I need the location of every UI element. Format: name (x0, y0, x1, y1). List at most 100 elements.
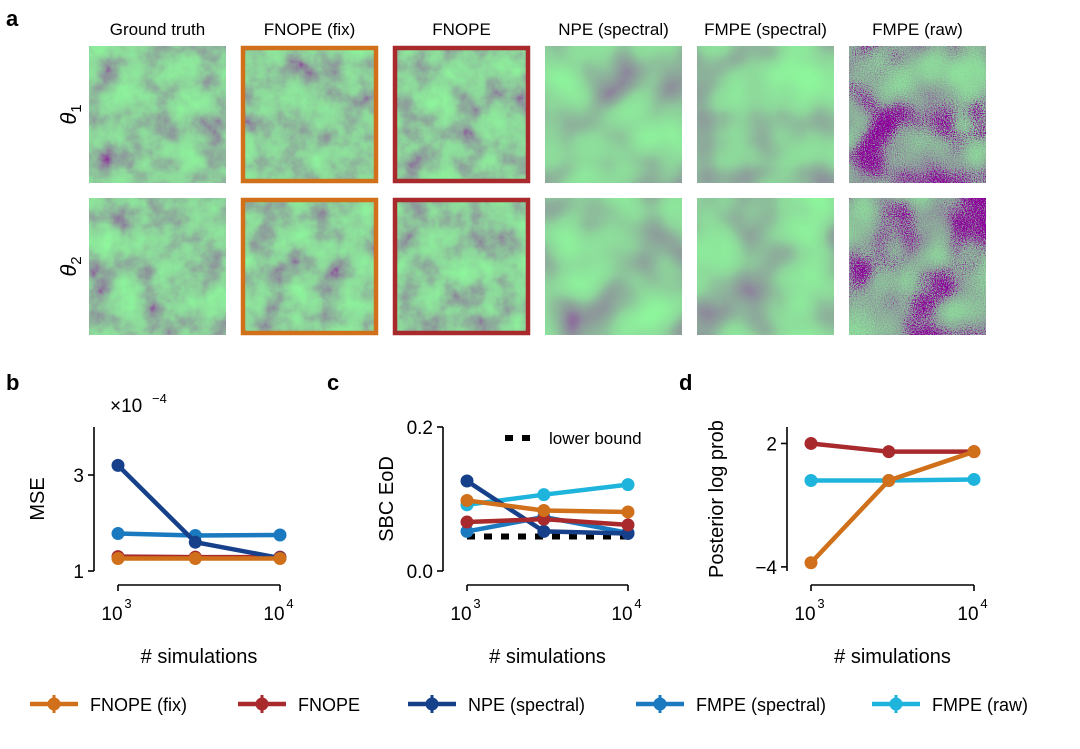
series-npe-spectral- (112, 459, 287, 565)
legend-label: FNOPE (fix) (90, 695, 187, 715)
column-title: NPE (spectral) (558, 20, 669, 39)
data-point (805, 437, 818, 450)
field-image (849, 198, 986, 335)
legend-label: FMPE (raw) (932, 695, 1028, 715)
x-axis-label: # simulations (834, 646, 951, 668)
field-pixels (241, 198, 378, 335)
field-pixels (393, 46, 530, 183)
data-point (461, 516, 474, 529)
data-point (112, 527, 125, 540)
data-point (882, 474, 895, 487)
data-point (882, 445, 895, 458)
data-point (189, 536, 202, 549)
field-pixels (697, 198, 834, 335)
y-axis-label: Posterior log prob (706, 420, 728, 578)
field-pixels (849, 198, 986, 335)
series-fnope-fix- (805, 445, 981, 569)
field-pixels (545, 198, 682, 335)
x-axis-label: # simulations (489, 646, 606, 668)
data-point (537, 525, 550, 538)
lower-bound-label: lower bound (549, 429, 642, 448)
legend-label: FNOPE (298, 695, 360, 715)
data-point (461, 494, 474, 507)
x-tick-label: 10 (263, 604, 284, 625)
x-axis-label: # simulations (141, 646, 258, 668)
y-tick-label: 0.0 (407, 562, 433, 583)
column-title: FMPE (raw) (872, 20, 963, 39)
field-image (697, 46, 834, 183)
column-title: FNOPE (fix) (264, 20, 356, 39)
data-point (622, 518, 635, 531)
x-tick-label: 10 (101, 604, 122, 625)
panel-letter-c: c (327, 370, 339, 395)
data-point (622, 478, 635, 491)
row-label-subscript: 2 (68, 256, 85, 264)
x-tick-exponent: 4 (634, 596, 641, 611)
field-image (545, 46, 682, 183)
panel-a: a Ground truth FNOPE (fix) FNOPE NPE (spectr… (6, 6, 986, 335)
series-fnope (805, 437, 981, 458)
legend-label: FMPE (spectral) (696, 695, 826, 715)
y-axis-label: SBC EoD (376, 456, 398, 542)
field-image (393, 198, 530, 335)
panel-letter-b: b (6, 370, 19, 395)
x-tick-label: 10 (450, 604, 471, 625)
x-tick-exponent: 3 (124, 596, 131, 611)
x-tick-label: 10 (957, 604, 978, 625)
legend-item: FNOPE (238, 695, 360, 715)
field-image (545, 198, 682, 335)
x-tick-exponent: 4 (980, 596, 987, 611)
x-tick-exponent: 4 (286, 596, 293, 611)
series-line (811, 452, 974, 563)
field-pixels (545, 46, 682, 183)
y-tick-label: 3 (73, 466, 84, 487)
y-axis-label: MSE (27, 477, 49, 520)
data-point (461, 475, 474, 488)
x-tick-label: 10 (611, 604, 632, 625)
x-tick-label: 10 (794, 604, 815, 625)
legend-item: FMPE (raw) (872, 695, 1028, 715)
legend-item: FNOPE (fix) (30, 695, 187, 715)
data-point (274, 552, 287, 565)
panel-letter-d: d (679, 370, 692, 395)
row-label-theta: θ1 (56, 104, 85, 124)
column-title: FMPE (spectral) (704, 20, 827, 39)
data-point (537, 488, 550, 501)
y-tick-label: 1 (73, 562, 84, 583)
y-tick-label: −4 (755, 558, 777, 579)
field-pixels (241, 46, 378, 183)
legend: FNOPE (fix) FNOPE NPE (spectral) FMPE (spec… (30, 695, 1028, 715)
x-tick-exponent: 3 (817, 596, 824, 611)
data-point (805, 474, 818, 487)
column-title: FNOPE (432, 20, 491, 39)
field-image (241, 198, 378, 335)
data-point (968, 445, 981, 458)
x-tick-exponent: 3 (473, 596, 480, 611)
data-point (112, 552, 125, 565)
field-image (241, 46, 378, 183)
data-point (274, 529, 287, 542)
y-multiplier-exponent: −4 (152, 391, 167, 406)
field-image (89, 46, 226, 183)
data-point (537, 504, 550, 517)
field-pixels (89, 46, 226, 183)
field-image (393, 46, 530, 183)
column-title: Ground truth (110, 20, 205, 39)
field-pixels (393, 198, 530, 335)
field-image (697, 198, 834, 335)
legend-label: NPE (spectral) (468, 695, 585, 715)
data-point (805, 556, 818, 569)
legend-item: FMPE (spectral) (636, 695, 826, 715)
y-tick-label: 2 (766, 434, 777, 455)
y-multiplier: ×10 (110, 396, 142, 417)
data-point (968, 473, 981, 486)
field-pixels (89, 198, 226, 335)
field-pixels (697, 46, 834, 183)
panel-letter-a: a (6, 6, 19, 31)
data-point (189, 552, 202, 565)
